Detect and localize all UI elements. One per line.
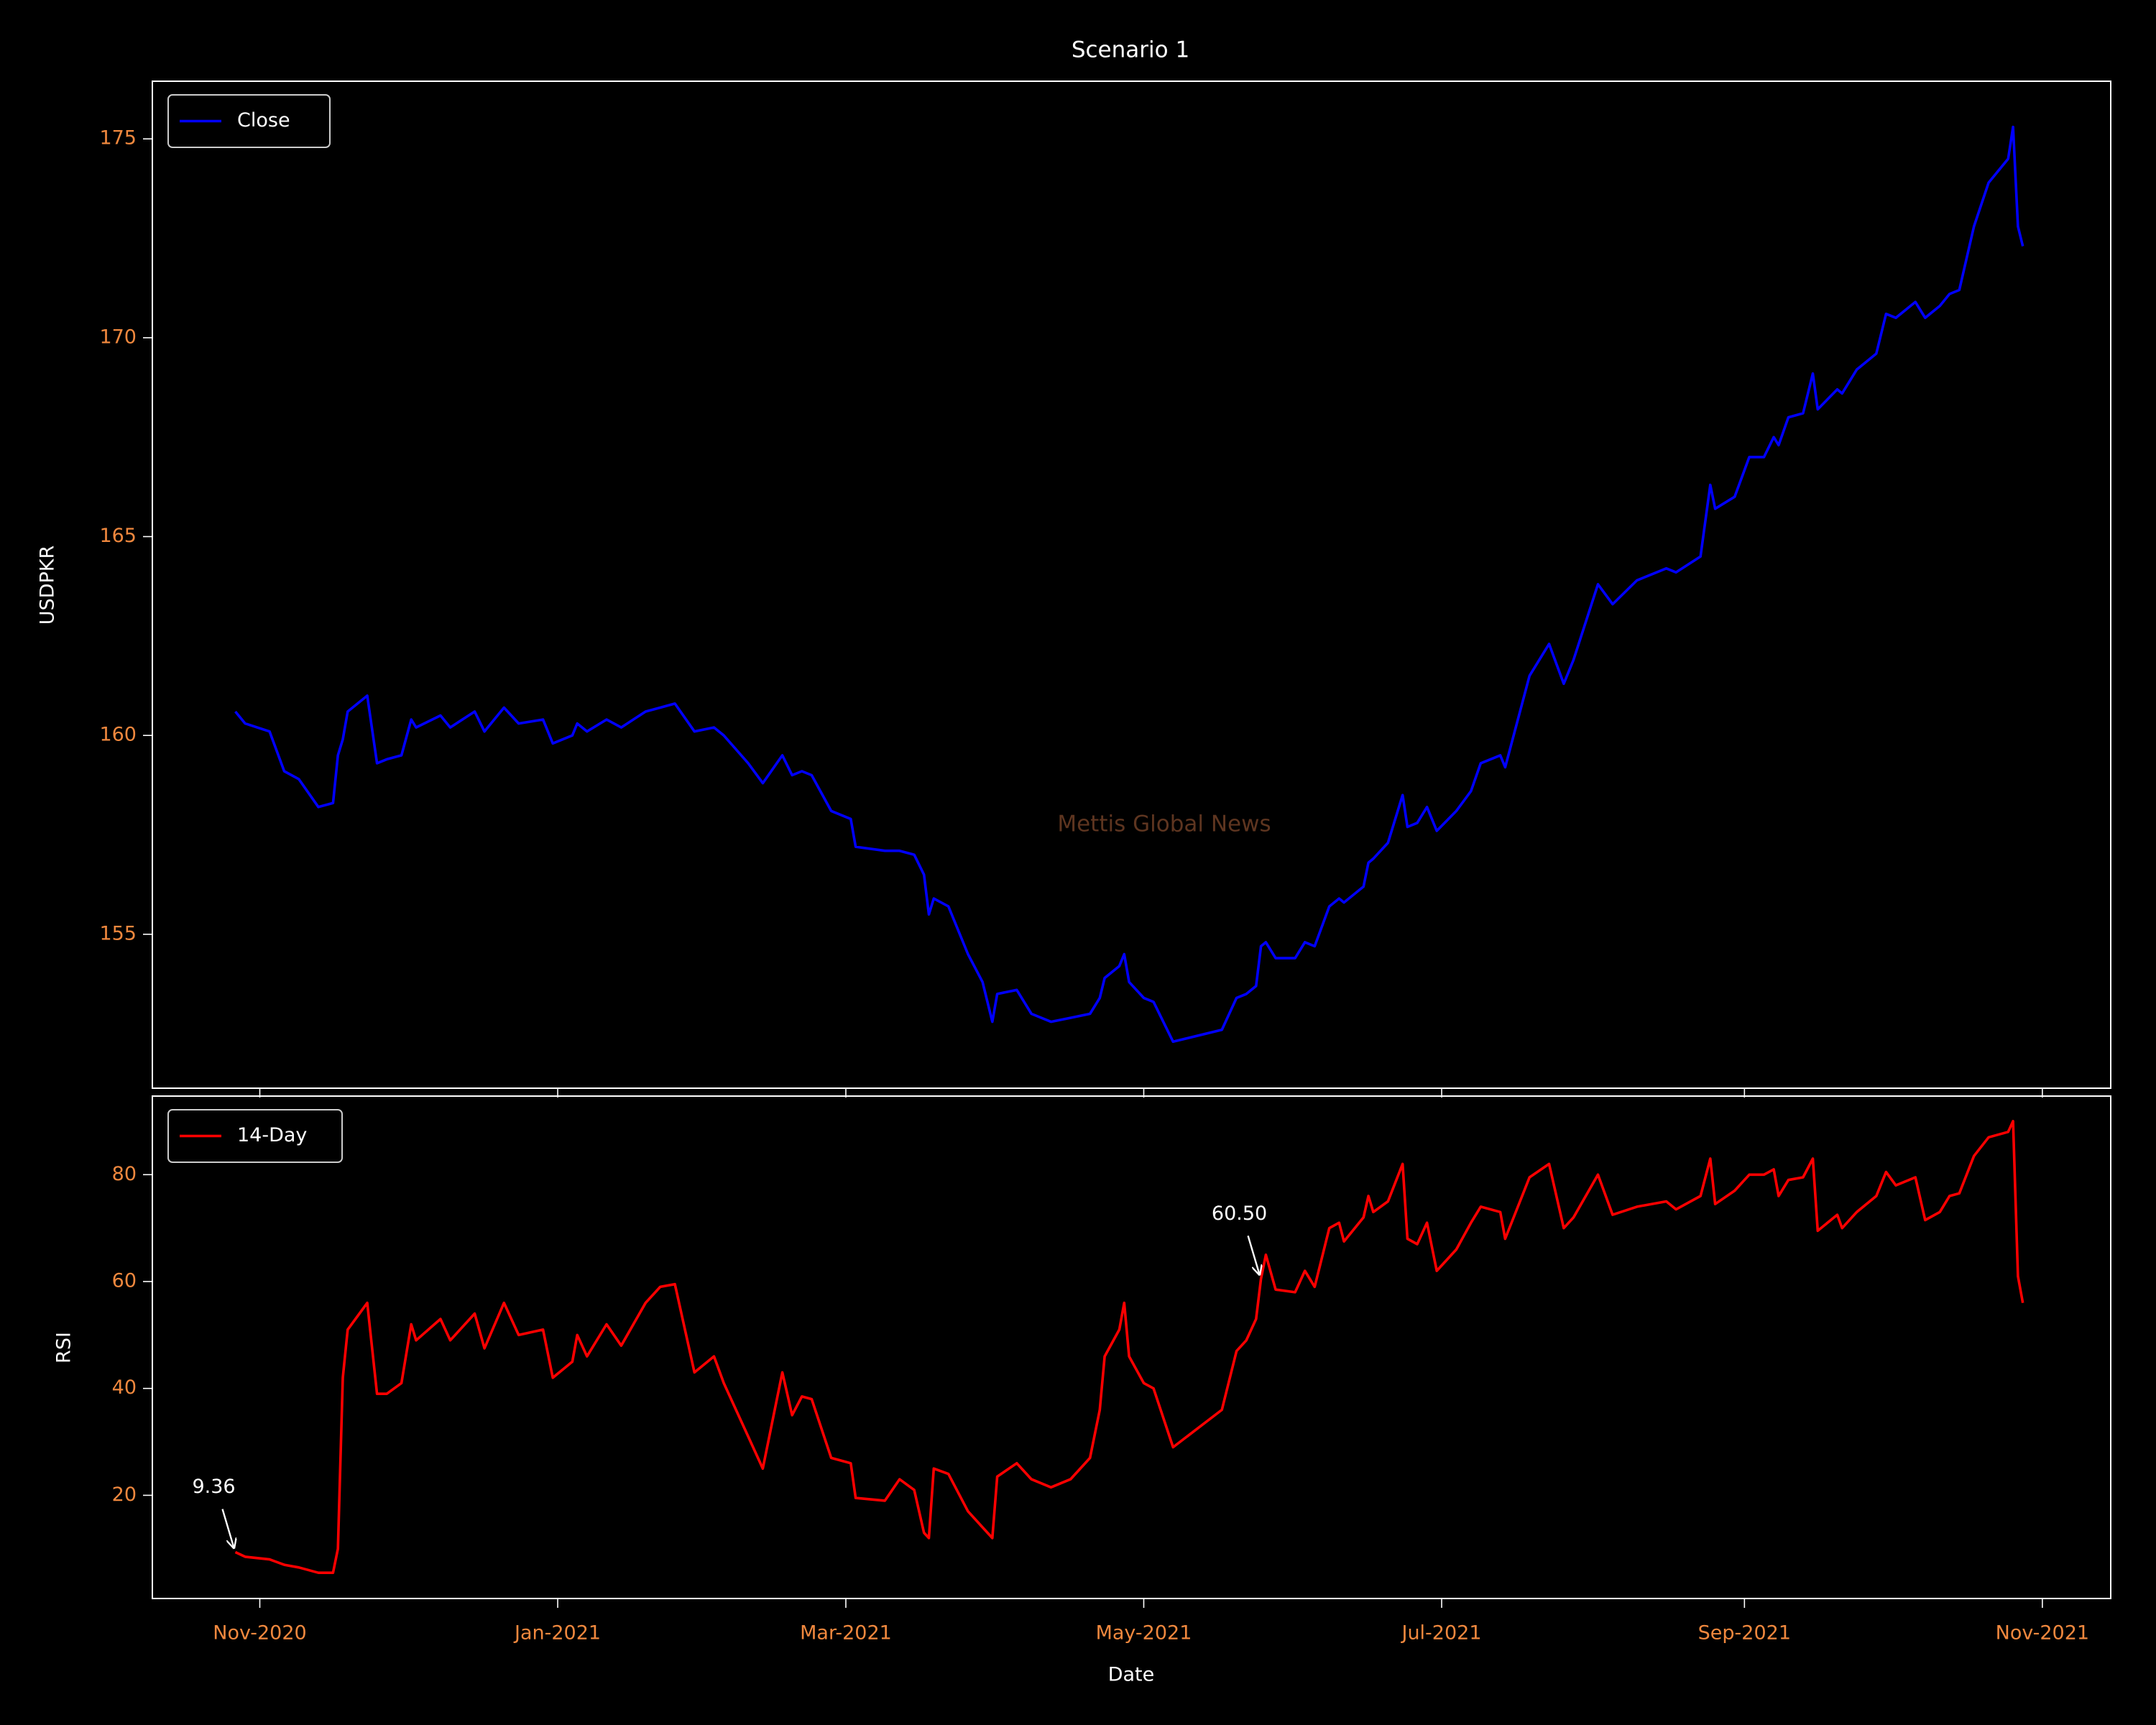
legend-box [167,94,331,148]
y-tick-label: 60 [112,1270,137,1292]
axes-frame [152,1095,2111,1599]
y-axis-label: RSI [53,1332,75,1363]
axes-frame [152,80,2111,1089]
line-series [234,125,2024,1044]
legend: 14-Day [167,1109,343,1163]
legend: Close [167,94,331,148]
annotation-text: 60.50 [1212,1202,1267,1225]
y-tick-label: 175 [99,127,137,150]
legend-box [167,1109,343,1163]
x-tick-label: May-2021 [1096,1622,1192,1644]
annotation-arrow [221,1509,234,1548]
x-tick-label: Nov-2020 [213,1622,306,1644]
annotation-text: 9.36 [192,1476,235,1498]
x-tick-label: Jan-2021 [513,1622,601,1644]
y-tick-label: 160 [99,724,137,746]
y-tick-label: 165 [99,525,137,547]
y-tick-label: 80 [112,1163,137,1185]
y-tick-label: 20 [112,1484,137,1506]
y-tick-label: 170 [99,326,137,348]
y-tick-label: 40 [112,1376,137,1399]
x-tick-label: Nov-2021 [1996,1622,2089,1644]
legend-label: 14-Day [237,1124,307,1146]
line-series [234,1120,2024,1574]
annotation-arrow [1247,1235,1260,1274]
chart-title: Scenario 1 [1072,37,1189,63]
x-tick-label: Mar-2021 [800,1622,892,1644]
x-tick-label: Jul-2021 [1400,1622,1481,1644]
watermark: Mettis Global News [1057,811,1271,837]
y-tick-label: 155 [99,922,137,944]
y-axis-label: USDPKR [37,546,59,625]
x-axis-label: Date [1108,1664,1155,1686]
x-tick-label: Sep-2021 [1698,1622,1791,1644]
legend-label: Close [237,109,290,132]
